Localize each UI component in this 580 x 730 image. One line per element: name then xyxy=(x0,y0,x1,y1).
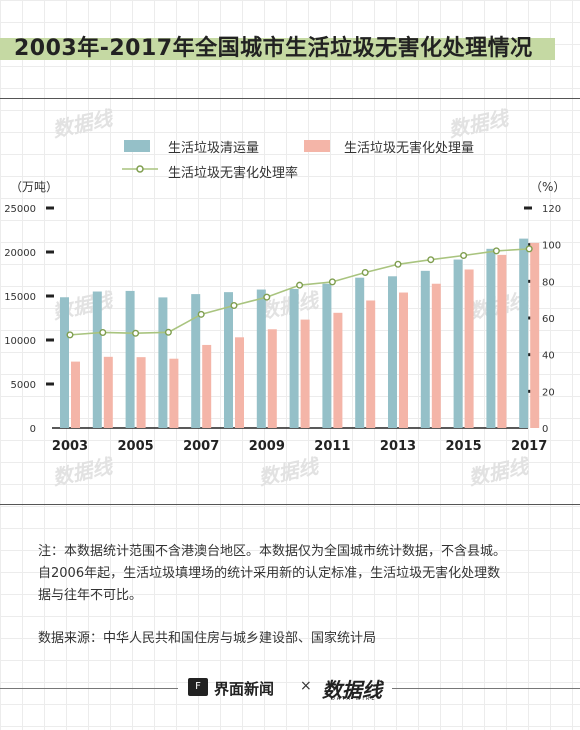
x-tick-label: 2005 xyxy=(118,439,154,454)
legend-label-treatment: 生活垃圾无害化处理量 xyxy=(344,141,475,156)
y-right-tick-label: 60 xyxy=(542,314,555,325)
y-left-tick-label: 0 xyxy=(30,424,36,435)
bottom-divider xyxy=(0,504,580,505)
y-left-tick-label: 5000 xyxy=(11,380,36,391)
point-rate xyxy=(66,331,74,339)
y-left-tick-label: 25000 xyxy=(4,204,36,215)
y-left-tick-mark xyxy=(46,338,54,342)
point-rate xyxy=(263,293,271,301)
point-rate xyxy=(99,328,107,336)
bar-collection xyxy=(224,292,233,428)
y-right-tick-label: 100 xyxy=(542,241,561,252)
footer-right-line xyxy=(392,688,580,689)
point-rate xyxy=(328,278,336,286)
y-left-tick-label: 15000 xyxy=(4,292,36,303)
y-right-tick-label: 0 xyxy=(542,424,548,435)
y-right-tick-label: 120 xyxy=(542,204,561,215)
bar-treatment xyxy=(431,283,441,428)
point-rate xyxy=(460,251,468,259)
footer-brand-datawire-sub: DATA WIRE xyxy=(331,696,377,702)
footer-times: × xyxy=(300,678,312,694)
note-line-2: 自2006年起，生活垃圾填埋场的统计采用新的认定标准，生活垃圾无害化处理数 xyxy=(38,566,501,581)
bar-treatment xyxy=(399,292,408,428)
point-rate xyxy=(230,302,238,310)
y-left-tick-label: 10000 xyxy=(4,336,36,347)
bar-collection xyxy=(519,238,529,428)
x-tick-label: 2015 xyxy=(446,439,482,454)
point-rate xyxy=(492,247,500,255)
y-left-unit: （万吨） xyxy=(10,180,59,194)
top-divider xyxy=(0,98,580,99)
bar-treatment xyxy=(267,329,277,428)
note-line-3: 据与往年不可比。 xyxy=(38,588,143,603)
y-right-tick-label: 40 xyxy=(542,351,555,362)
bar-treatment xyxy=(497,254,507,428)
bar-collection xyxy=(289,288,299,428)
legend-line-rate xyxy=(122,165,158,173)
y-left-tick-mark xyxy=(46,294,54,298)
bar-collection xyxy=(322,283,332,428)
x-tick-label: 2007 xyxy=(183,439,219,454)
bar-treatment xyxy=(300,319,310,428)
footer: F 界面新闻 × 数据线 DATA WIRE xyxy=(0,676,580,702)
title-highlight xyxy=(0,38,555,60)
y-right-tick-mark xyxy=(524,206,532,210)
footer-brand-datawire: 数据线 xyxy=(322,678,382,702)
bar-collection xyxy=(158,297,168,428)
x-tick-label: 2011 xyxy=(314,439,350,454)
point-rate xyxy=(197,310,205,318)
point-rate xyxy=(427,256,435,264)
bar-treatment xyxy=(169,358,179,428)
point-rate xyxy=(394,260,402,268)
page-title: 2003年-2017年全国城市生活垃圾无害化处理情况 xyxy=(14,36,533,61)
x-tick-label: 2017 xyxy=(511,439,547,454)
bar-treatment xyxy=(103,356,113,428)
point-rate xyxy=(164,328,172,336)
bar-collection xyxy=(453,259,463,428)
x-tick-label: 2013 xyxy=(380,439,416,454)
bar-collection xyxy=(191,294,201,428)
bar-collection xyxy=(388,276,397,428)
bar-collection xyxy=(60,297,69,428)
legend-label-rate: 生活垃圾无害化处理率 xyxy=(168,166,299,181)
bar-treatment xyxy=(202,344,212,428)
y-left-tick-mark xyxy=(46,250,54,254)
note-line-1: 注：本数据统计范围不含港澳台地区。本数据仅为全国城市统计数据，不含县城。 xyxy=(38,544,507,559)
bar-collection xyxy=(92,291,102,428)
bar-collection xyxy=(420,270,430,428)
bar-treatment xyxy=(136,357,146,428)
y-left-tick-mark xyxy=(46,206,54,210)
point-rate xyxy=(525,245,533,253)
legend-swatch-treatment xyxy=(304,140,330,152)
footer-left-line xyxy=(0,688,178,689)
bar-treatment xyxy=(464,269,474,428)
y-left-tick-mark xyxy=(46,382,54,386)
bar-treatment xyxy=(235,337,244,428)
y-right-tick-label: 80 xyxy=(542,277,555,288)
bar-treatment xyxy=(530,242,540,428)
bar-treatment xyxy=(71,361,80,428)
bar-treatment xyxy=(333,312,343,428)
y-right-tick-label: 20 xyxy=(542,387,555,398)
legend-label-collection: 生活垃圾清运量 xyxy=(168,141,260,156)
legend-swatch-collection xyxy=(124,140,150,152)
bar-treatment xyxy=(366,300,376,428)
bar-collection xyxy=(256,289,266,428)
jiemian-logo-icon: F xyxy=(188,678,208,696)
bar-collection xyxy=(486,248,496,428)
x-tick-label: 2003 xyxy=(52,439,88,454)
footer-brand-jiemian: 界面新闻 xyxy=(214,680,275,698)
chart-plot: 0 5000 10000 15000 20000 25000 0 20 40 60 80 100 120… xyxy=(4,204,561,454)
x-tick-label: 2009 xyxy=(249,439,285,454)
bar-collection xyxy=(355,277,365,428)
point-rate xyxy=(296,281,304,289)
bar-collection xyxy=(125,290,135,428)
data-source: 数据来源：中华人民共和国住房与城乡建设部、国家统计局 xyxy=(38,631,377,646)
point-rate xyxy=(361,269,369,277)
y-right-unit: （%） xyxy=(530,180,566,194)
point-rate xyxy=(132,329,140,337)
y-left-tick-label: 20000 xyxy=(4,248,36,259)
